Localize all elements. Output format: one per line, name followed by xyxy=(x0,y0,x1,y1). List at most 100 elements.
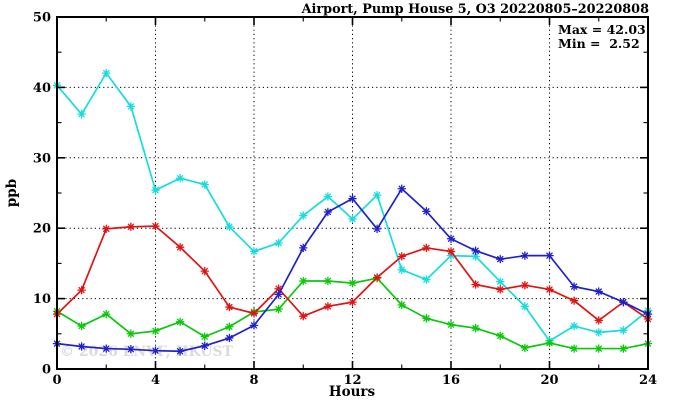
data-point-marker xyxy=(422,243,431,253)
max-annotation: Max = 42.03 xyxy=(558,22,646,37)
marker-stroke xyxy=(595,329,602,336)
marker-stroke xyxy=(103,345,110,352)
data-point-marker xyxy=(520,343,530,353)
marker-stroke xyxy=(373,191,381,199)
marker-stroke xyxy=(373,225,381,233)
marker-stroke xyxy=(226,223,233,230)
marker-stroke xyxy=(152,347,159,354)
data-point-marker xyxy=(77,109,86,119)
data-point-marker xyxy=(520,280,530,290)
grid-layer xyxy=(57,17,648,369)
data-point-marker xyxy=(545,285,554,294)
marker-stroke xyxy=(497,255,504,263)
data-point-marker xyxy=(151,326,160,336)
marker-stroke xyxy=(595,317,602,324)
data-point-marker xyxy=(126,345,136,354)
marker-stroke xyxy=(595,288,602,295)
data-point-marker xyxy=(274,238,283,248)
data-point-marker xyxy=(126,102,136,111)
marker-stroke xyxy=(201,267,208,275)
marker-stroke xyxy=(398,253,405,260)
marker-stroke xyxy=(570,345,578,352)
marker-stroke xyxy=(447,235,455,242)
data-point-marker xyxy=(569,282,579,291)
marker-stroke xyxy=(275,305,282,313)
marker-stroke xyxy=(152,327,159,335)
data-point-marker xyxy=(102,309,111,319)
y-tick-label: 50 xyxy=(33,11,51,26)
marker-stroke xyxy=(275,239,282,247)
x-tick-label: 0 xyxy=(52,373,61,388)
marker-stroke xyxy=(546,252,553,259)
marker-stroke xyxy=(423,208,430,215)
data-point-marker xyxy=(397,265,407,274)
data-point-marker xyxy=(151,185,160,195)
marker-stroke xyxy=(103,69,110,77)
data-point-marker xyxy=(372,224,382,234)
marker-stroke xyxy=(152,186,159,194)
data-point-marker xyxy=(175,347,185,356)
chart-title: Airport, Pump House 5, O3 20220805–20220… xyxy=(301,2,649,17)
data-point-marker xyxy=(495,254,505,264)
marker-stroke xyxy=(300,212,307,219)
data-point-marker xyxy=(77,285,86,295)
data-point-marker xyxy=(225,333,234,343)
data-point-marker xyxy=(200,332,210,341)
data-point-marker xyxy=(102,68,111,78)
data-point-marker xyxy=(200,180,210,189)
marker-stroke xyxy=(324,277,332,285)
data-point-marker xyxy=(298,311,308,321)
marker-stroke xyxy=(349,195,356,202)
x-tick-label: 12 xyxy=(343,373,361,388)
data-point-marker xyxy=(175,173,185,183)
x-tick-label: 4 xyxy=(151,373,160,388)
data-point-marker xyxy=(175,317,185,327)
y-tick-label: 40 xyxy=(33,81,51,96)
marker-stroke xyxy=(423,315,430,322)
data-point-marker xyxy=(225,302,234,312)
marker-stroke xyxy=(349,215,356,223)
marker-stroke xyxy=(521,282,529,289)
tick-layer xyxy=(56,16,649,370)
data-point-marker xyxy=(422,207,431,216)
series-green-line xyxy=(56,277,649,350)
data-point-marker xyxy=(249,309,259,318)
data-point-marker xyxy=(594,287,603,296)
y-tick-label: 0 xyxy=(42,363,51,378)
tick-label-layer: 0 4 8 12 16 20 24 0 10 20 30 40 50 xyxy=(33,11,657,389)
marker-stroke xyxy=(447,248,455,255)
data-point-marker xyxy=(495,277,505,286)
marker-stroke xyxy=(398,301,405,309)
data-point-marker xyxy=(569,344,579,353)
y-axis-label: ppb xyxy=(4,179,20,207)
marker-stroke xyxy=(546,339,553,347)
data-point-marker xyxy=(102,224,111,234)
data-point-marker xyxy=(274,290,283,299)
data-point-marker xyxy=(619,297,628,307)
y-tick-label: 10 xyxy=(33,292,51,307)
data-point-marker xyxy=(126,329,136,339)
marker-stroke xyxy=(570,297,578,304)
marker-stroke xyxy=(472,247,479,254)
data-point-marker xyxy=(77,342,86,351)
marker-stroke xyxy=(349,298,356,306)
marker-stroke xyxy=(472,281,479,288)
data-point-marker xyxy=(200,266,210,276)
marker-stroke xyxy=(103,310,110,318)
data-point-marker xyxy=(249,321,259,330)
marker-stroke xyxy=(497,286,504,293)
y-tick-label: 20 xyxy=(33,222,51,237)
series-red-markers xyxy=(52,221,653,325)
data-point-marker xyxy=(446,320,456,329)
marker-stroke xyxy=(595,345,602,352)
marker-stroke xyxy=(398,266,405,273)
marker-stroke xyxy=(497,332,504,340)
min-annotation: Min = 2.52 xyxy=(558,36,640,51)
marker-stroke xyxy=(300,313,307,320)
marker-stroke xyxy=(521,303,529,310)
marker-stroke xyxy=(521,344,529,352)
data-point-marker xyxy=(348,297,357,307)
marker-stroke xyxy=(250,310,258,317)
